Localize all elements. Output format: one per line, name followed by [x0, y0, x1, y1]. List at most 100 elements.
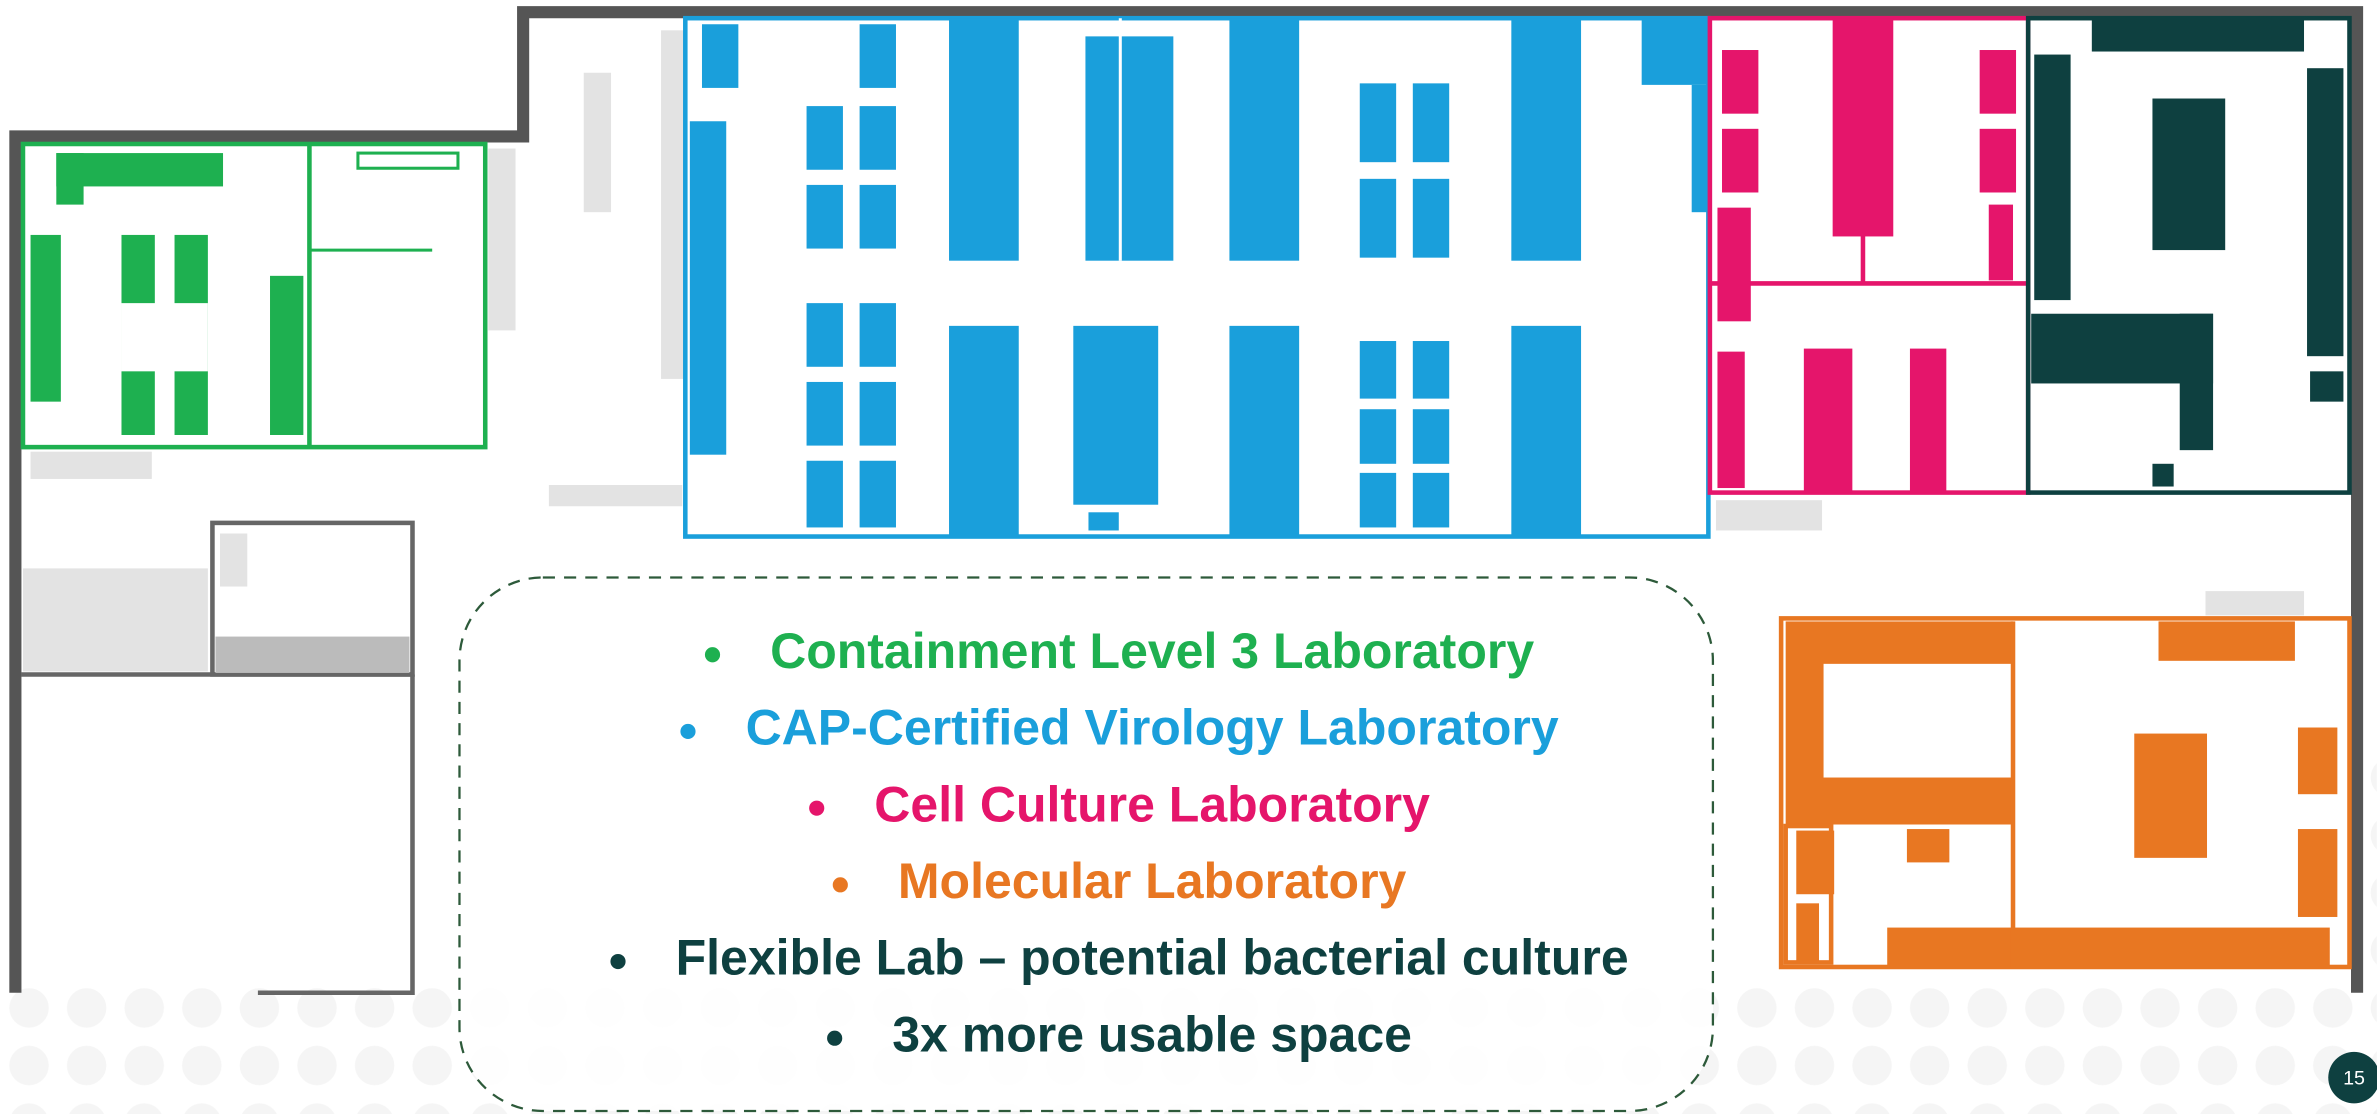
blue-lab-part [1088, 512, 1119, 531]
blue-lab-part [806, 303, 843, 367]
pink-lab-part [1909, 348, 1947, 493]
orange-lab-part [2134, 733, 2208, 858]
walls-part [9, 6, 2364, 993]
interior-walls [21, 520, 415, 996]
blue-lab-part [859, 303, 896, 367]
blue-lab-part [689, 121, 727, 455]
grey-furniture-part [2205, 591, 2305, 616]
orange-lab-part [1823, 663, 2014, 778]
blue-lab-part [1359, 409, 1397, 464]
legend-item: Flexible Lab – potential bacterial cultu… [676, 930, 1629, 986]
blue-lab-part [1359, 178, 1397, 258]
grey-furniture-part [22, 568, 208, 672]
green-lab-part [56, 153, 84, 205]
pink-lab-part [1722, 50, 1759, 114]
blue-lab-part [1412, 472, 1450, 528]
blue-lab-part [1229, 18, 1300, 261]
blue-lab-part [1641, 18, 1709, 85]
blue-lab-part [949, 18, 1019, 261]
orange-lab-part [1796, 830, 1835, 895]
page-number: 15 [2343, 1067, 2365, 1089]
blue-lab-part [701, 24, 739, 88]
blue-lab-part [806, 106, 843, 170]
blue-lab-part [859, 460, 896, 528]
bullet [610, 953, 626, 970]
pink-lab-part [1803, 348, 1853, 493]
green-lab-part [356, 151, 460, 170]
grey-furniture-part [1715, 500, 1823, 531]
flex-lab [2025, 15, 2352, 495]
orange-lab-part [2297, 829, 2338, 917]
flex-lab-part [2179, 313, 2214, 451]
flex-lab-part [2310, 371, 2344, 402]
blue-lab-part [806, 460, 843, 528]
flex-lab-part [2152, 463, 2174, 487]
flex-lab-part [2152, 98, 2226, 251]
page-number-badge [2328, 1051, 2377, 1104]
bullet [827, 1030, 843, 1046]
green-lab-part [270, 275, 304, 435]
legend-frame [458, 576, 1715, 1113]
blue-lab-part [1229, 325, 1300, 536]
orange-lab-part [2158, 621, 2295, 661]
flex-lab-part [2091, 18, 2305, 52]
flex-lab-part [2034, 54, 2071, 301]
green-lab-part [30, 234, 61, 402]
walls [9, 6, 2364, 993]
grey-furniture-part [488, 148, 516, 331]
bullet [809, 800, 825, 816]
pink-lab-part [1979, 50, 2017, 114]
legend-item: CAP-Certified Virology Laboratory [746, 700, 1559, 756]
interior-walls-part [257, 674, 415, 996]
orange-lab-part [2297, 727, 2338, 795]
blue-lab-part [1085, 36, 1174, 261]
grey-furniture-part [661, 30, 686, 379]
green-lab-part [121, 303, 208, 372]
blue-lab-part [806, 184, 843, 249]
pink-lab-part [1988, 204, 2014, 281]
flex-lab-part [2307, 68, 2344, 357]
orange-lab-part [1887, 927, 2330, 967]
blue-lab-part [1412, 178, 1450, 258]
blue-lab-part [1511, 18, 1582, 261]
pink-lab-part [1722, 128, 1759, 193]
blue-lab-part [806, 381, 843, 446]
legend-item: Containment Level 3 Laboratory [770, 623, 1534, 679]
pink-lab-part [1979, 128, 2017, 193]
green-lab-part [20, 141, 488, 450]
legend-item: Molecular Laboratory [898, 853, 1407, 909]
blue-lab-part [1073, 325, 1159, 505]
orange-lab-part [1796, 903, 1820, 961]
blue-lab-part [1359, 341, 1397, 399]
pink-lab [1707, 15, 2031, 495]
orange-lab [1778, 616, 2352, 970]
grey-furniture-part [548, 485, 683, 507]
bullet [832, 877, 848, 893]
blue-lab-part [1359, 472, 1397, 528]
grey-furniture-part [30, 451, 152, 479]
blue-lab-part [1691, 84, 1707, 213]
grey-furniture-part [583, 72, 612, 213]
blue-lab-part [859, 24, 896, 88]
blue-lab-part [1412, 83, 1450, 163]
green-lab-part [56, 153, 224, 187]
blue-lab [683, 15, 1711, 539]
blue-lab-part [859, 106, 896, 170]
orange-lab-part [1906, 829, 1950, 863]
blue-lab-part [1359, 83, 1397, 163]
pink-lab-part [1832, 18, 1894, 237]
blue-lab-part [1511, 325, 1582, 536]
grey-furniture-part [220, 533, 248, 587]
legend-item: 3x more usable space [892, 1006, 1412, 1062]
bullet [704, 647, 721, 663]
grey-furniture [22, 30, 2305, 673]
legend-item: Cell Culture Laboratory [874, 776, 1430, 832]
blue-lab-part [859, 381, 896, 446]
bullet [680, 723, 696, 740]
legend-list: Containment Level 3 Laboratory CAP-Certif… [610, 623, 1629, 1062]
blue-lab-part [1412, 341, 1450, 399]
green-lab [20, 141, 488, 450]
blue-lab-part [859, 184, 896, 249]
